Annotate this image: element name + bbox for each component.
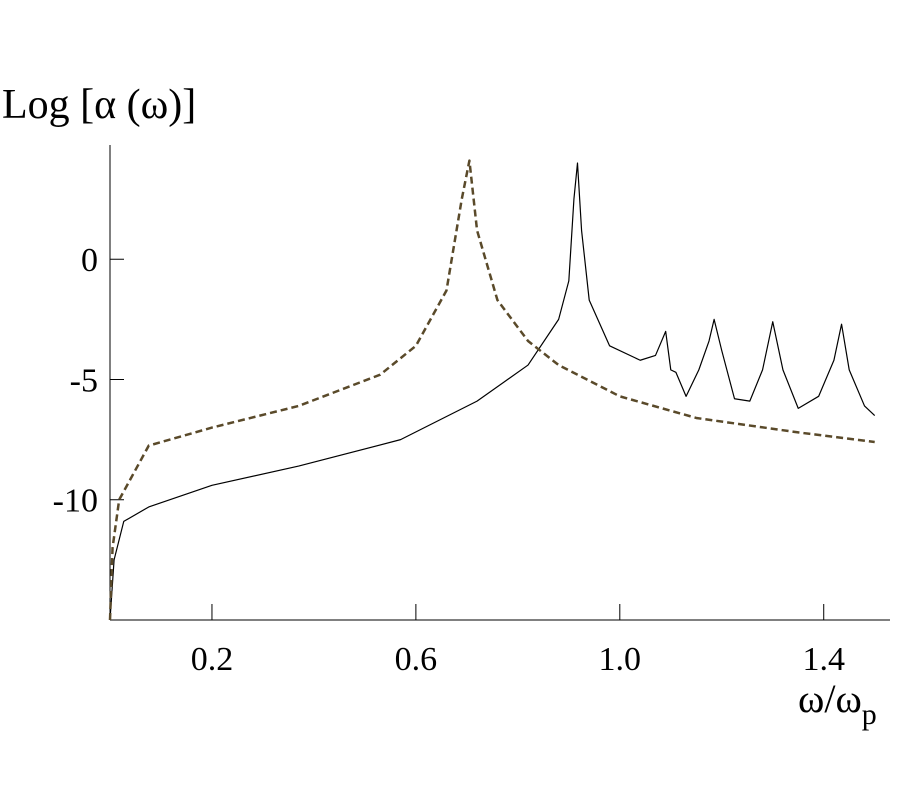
y-axis-label: Log [α (ω)] [2,82,196,128]
x-tick-label: 0.6 [395,641,438,678]
x-tick-label: 1.4 [802,641,845,678]
x-tick-label: 0.2 [191,641,234,678]
x-tick-label: 1.0 [599,641,642,678]
x-axis-label-main: ω/ω [798,676,862,721]
line-series [109,162,876,621]
y-tick-label: -5 [70,362,98,399]
x-axis-label-subscript: p [862,698,877,731]
line-series [108,159,875,621]
x-axis-label: ω/ωp [798,676,877,731]
y-tick-label: -10 [53,483,98,520]
y-tick-label: 0 [81,242,98,279]
